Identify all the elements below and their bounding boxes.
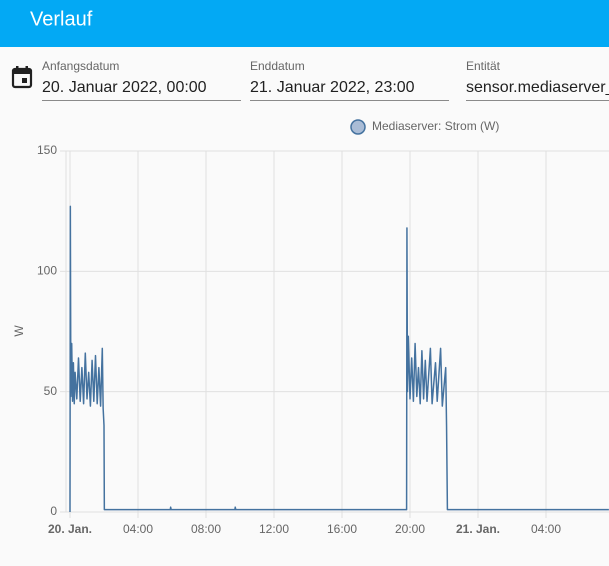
y-tick-label: 100	[37, 264, 57, 278]
y-tick-label: 50	[44, 384, 58, 398]
field-label: Anfangsdatum	[42, 59, 119, 73]
field-label: Entität	[466, 59, 501, 73]
field-value[interactable]: 21. Januar 2022, 23:00	[250, 79, 415, 96]
data-line	[69, 205, 609, 513]
header-title: Verlauf	[30, 8, 93, 30]
x-tick-label: 08:00	[191, 522, 221, 536]
x-tick-label: 04:00	[531, 522, 561, 536]
field-label: Enddatum	[250, 59, 305, 73]
x-tick-label: 16:00	[327, 522, 357, 536]
legend-marker[interactable]	[350, 119, 366, 135]
x-tick-label: 12:00	[259, 522, 289, 536]
x-tick-label: 04:00	[123, 522, 153, 536]
field-value[interactable]: sensor.mediaserver_	[466, 79, 609, 96]
legend-label[interactable]: Mediaserver: Strom (W)	[372, 119, 499, 133]
x-tick-label: 20:00	[395, 522, 425, 536]
field-value[interactable]: 20. Januar 2022, 00:00	[42, 79, 207, 96]
y-tick-label: 150	[37, 143, 57, 157]
x-tick-label: 21. Jan.	[456, 522, 500, 536]
y-tick-label: 0	[50, 504, 57, 518]
y-axis-label: W	[12, 325, 26, 337]
calendar-icon[interactable]	[11, 66, 33, 89]
app-header	[0, 0, 609, 47]
x-tick-label: 20. Jan.	[48, 522, 92, 536]
